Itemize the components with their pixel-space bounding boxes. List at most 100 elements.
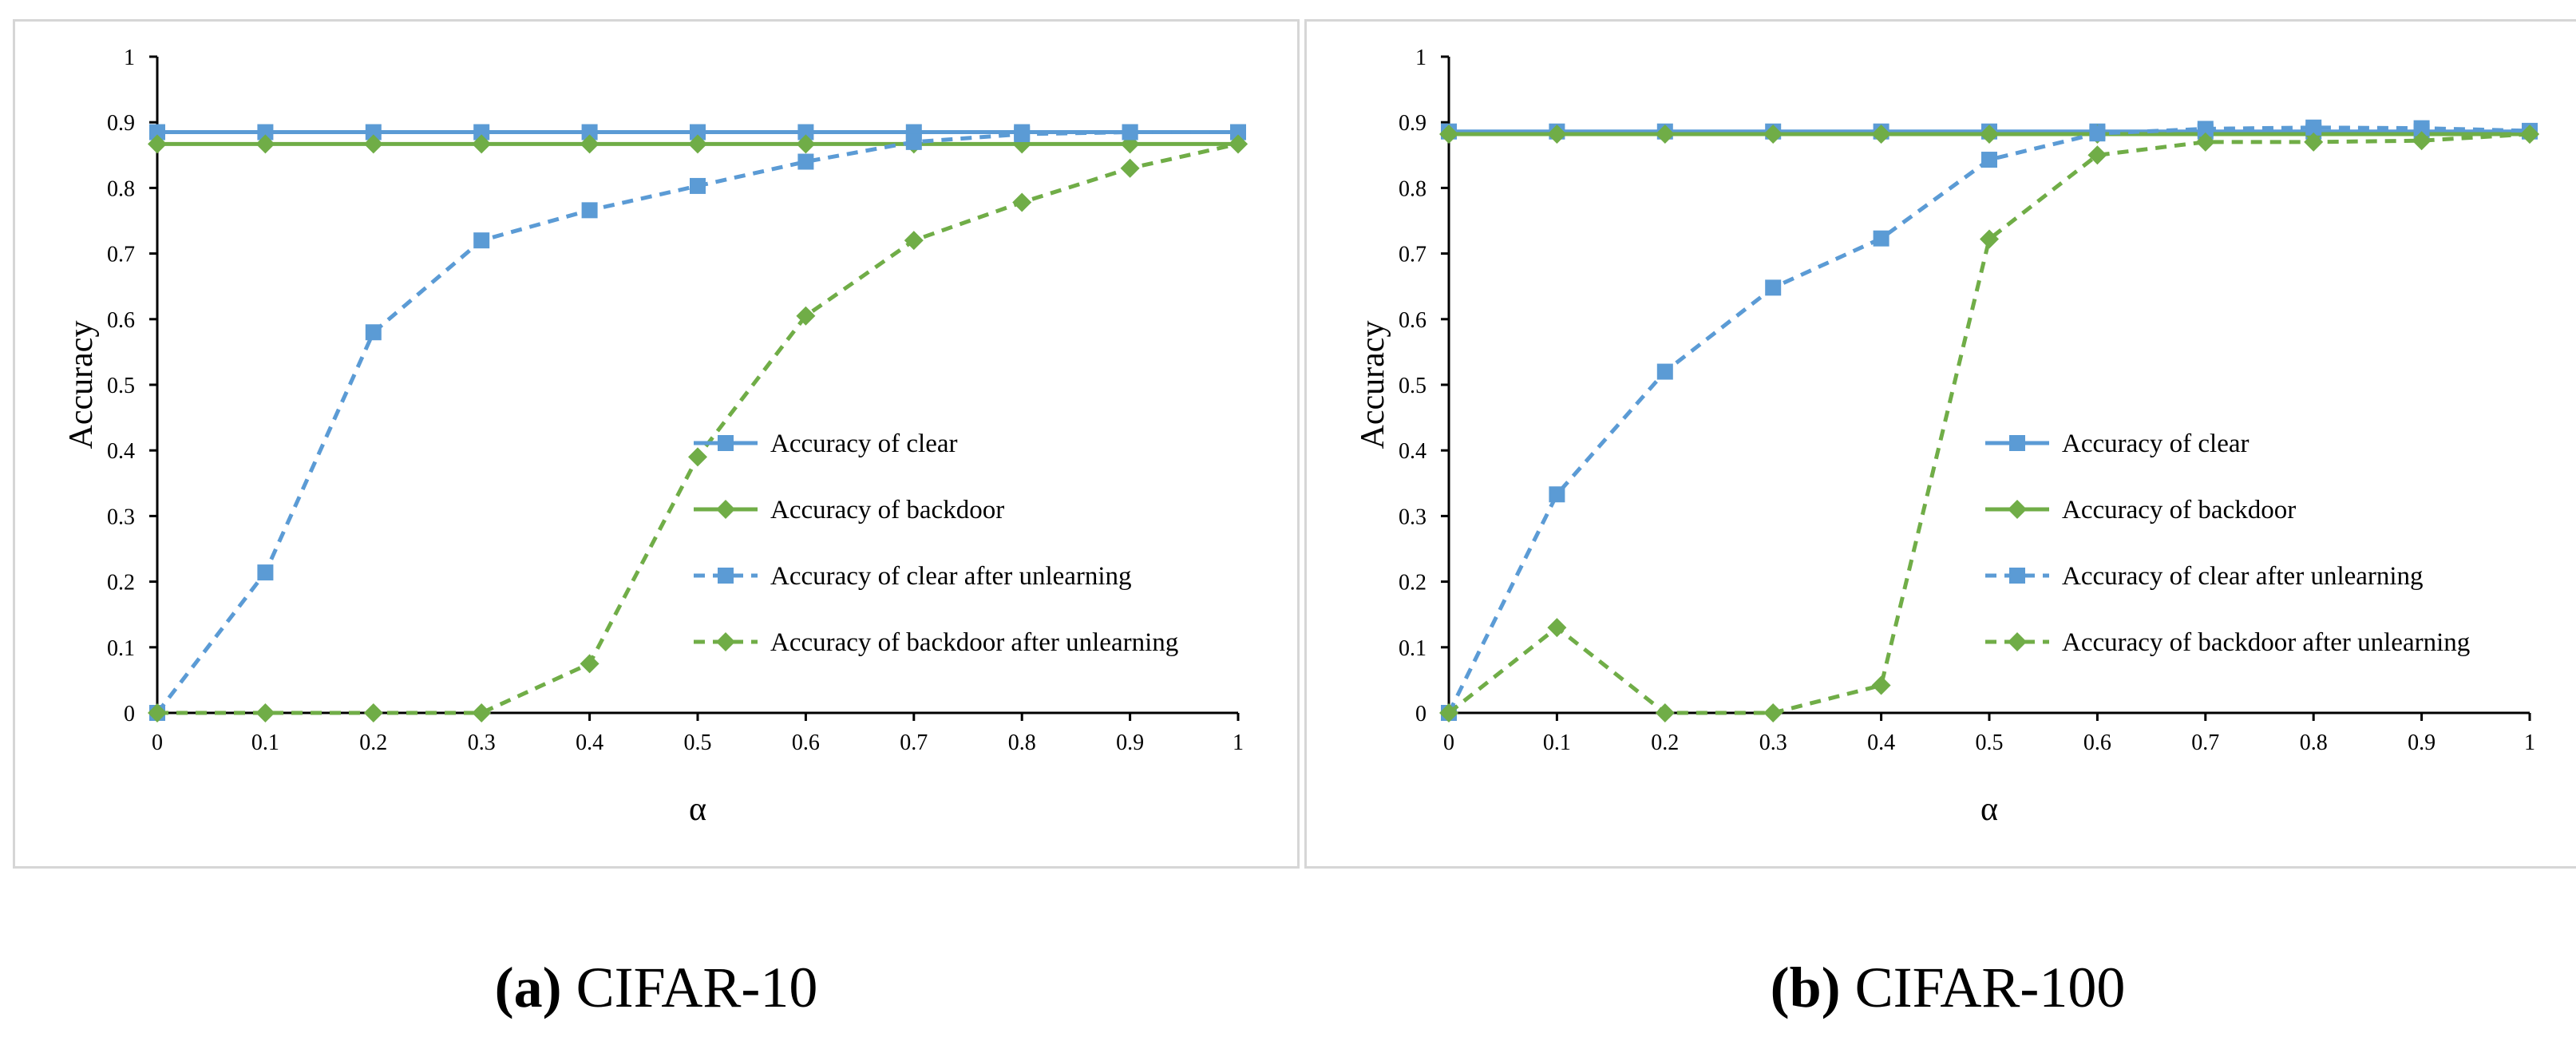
legend-marker <box>2009 435 2025 451</box>
y-tick-label: 1 <box>124 46 135 70</box>
caption-text: CIFAR-100 <box>1854 956 2126 1019</box>
x-tick-label: 0.4 <box>576 730 603 755</box>
data-point <box>472 134 492 154</box>
x-tick-label: 0.1 <box>1543 730 1571 755</box>
y-tick-label: 0.5 <box>107 374 135 398</box>
y-tick-label: 0.4 <box>107 439 135 464</box>
x-tick-label: 0.6 <box>792 730 820 755</box>
data-point <box>580 654 599 674</box>
data-point <box>255 134 275 154</box>
data-point <box>1763 124 1783 144</box>
data-point <box>365 324 382 341</box>
data-point <box>1656 363 1673 380</box>
legend-label: Accuracy of clear after unlearning <box>770 562 1132 591</box>
y-tick-label: 0 <box>1415 702 1426 726</box>
y-tick-label: 0.6 <box>1399 308 1426 333</box>
data-point <box>2305 119 2322 136</box>
y-tick-label: 0.1 <box>1399 636 1426 661</box>
data-point <box>2089 125 2106 142</box>
legend-item: Accuracy of backdoor after unlearning <box>694 628 1178 657</box>
legend-label: Accuracy of clear <box>770 429 958 458</box>
legend-marker <box>2008 500 2027 519</box>
series-line <box>1447 132 2530 715</box>
data-point <box>580 134 599 154</box>
series-line <box>1446 125 2530 714</box>
data-point <box>797 124 814 141</box>
y-tick-label: 0.3 <box>1399 505 1426 529</box>
data-point <box>1655 124 1675 144</box>
x-tick-label: 0.4 <box>1867 730 1895 755</box>
data-point <box>688 447 707 467</box>
data-point <box>1765 279 1782 296</box>
legend-item: Accuracy of clear <box>694 429 958 458</box>
chart-cifar10: 0 0.1 0.2 0.3 0.4 0.5 0.6 0.7 0.8 0.9 1 0 0.1 0.2 0.3 0… <box>63 46 1248 828</box>
data-point <box>1122 124 1138 141</box>
y-tick-label: 0.7 <box>107 243 135 267</box>
chart-panel-cifar100: 0 0.1 0.2 0.3 0.4 0.5 0.6 0.7 0.8 0.9 1 0 0.1 0.2 0.3 0… <box>1304 19 2576 869</box>
data-point <box>796 134 816 154</box>
data-point <box>473 124 490 141</box>
data-point <box>690 177 706 194</box>
chart-cifar100: 0 0.1 0.2 0.3 0.4 0.5 0.6 0.7 0.8 0.9 1 0 0.1 0.2 0.3 0… <box>1355 46 2539 828</box>
x-tick-label: 0.1 <box>251 730 279 755</box>
data-point <box>1120 158 1140 178</box>
data-point <box>1763 703 1783 722</box>
x-tick-label: 0 <box>1443 730 1454 755</box>
legend-marker <box>2009 568 2025 584</box>
legend: Accuracy of clear Accuracy of backdoor Acc… <box>694 429 1178 657</box>
data-point <box>1871 675 1891 695</box>
legend-item: Accuracy of clear <box>1985 429 2250 458</box>
y-axis-title: Accuracy <box>1355 321 1391 449</box>
y-tick-label: 0.5 <box>1399 374 1426 398</box>
legend-item: Accuracy of backdoor <box>1985 496 2296 524</box>
data-point <box>1980 124 1999 144</box>
data-point <box>690 124 706 141</box>
y-tick-label: 0.7 <box>1399 243 1426 267</box>
legend-item: Accuracy of clear after unlearning <box>694 562 1132 591</box>
caption-cifar10: (a) CIFAR-10 <box>13 955 1300 1021</box>
legend-label: Accuracy of clear <box>2062 429 2250 458</box>
data-point <box>2412 131 2432 151</box>
y-tick-label: 0.9 <box>1399 111 1426 136</box>
data-point <box>1439 703 1458 722</box>
legend-label: Accuracy of backdoor <box>2062 496 2296 524</box>
data-point <box>1439 124 1458 144</box>
data-point <box>1012 192 1032 212</box>
data-point <box>581 124 598 141</box>
data-point <box>2520 124 2539 144</box>
x-tick-label: 0.5 <box>1976 730 2004 755</box>
data-point <box>1549 486 1565 503</box>
legend-marker <box>718 435 734 451</box>
legend-marker <box>718 568 734 584</box>
data-point <box>1229 134 1248 154</box>
y-tick-label: 1 <box>1415 46 1426 70</box>
y-tick-label: 0.3 <box>107 505 135 529</box>
x-tick-label: 0.8 <box>1008 730 1036 755</box>
data-point <box>796 306 816 326</box>
data-point <box>257 564 274 581</box>
data-point <box>257 124 274 141</box>
y-tick-label: 0.1 <box>107 636 135 661</box>
legend-label: Accuracy of clear after unlearning <box>2062 562 2424 591</box>
legend: Accuracy of clear Accuracy of backdoor Acc… <box>1985 429 2470 657</box>
chart-panel-cifar10: 0 0.1 0.2 0.3 0.4 0.5 0.6 0.7 0.8 0.9 1 0 0.1 0.2 0.3 0… <box>13 19 1300 869</box>
y-tick-label: 0.8 <box>107 176 135 201</box>
x-tick-label: 0.9 <box>2408 730 2436 755</box>
caption-text: CIFAR-10 <box>576 956 818 1019</box>
y-tick-label: 0.4 <box>1399 439 1426 464</box>
x-axis-title: α <box>689 791 706 828</box>
data-point <box>363 703 383 722</box>
x-tick-label: 0.3 <box>468 730 496 755</box>
data-point <box>1547 124 1567 144</box>
series-accuracy-of-backdoor-after-unlearning <box>148 134 1248 722</box>
x-tick-label: 1 <box>2524 730 2535 755</box>
data-point <box>1230 124 1246 141</box>
y-tick-label: 0.9 <box>107 111 135 136</box>
x-tick-label: 0.7 <box>2191 730 2219 755</box>
data-point <box>688 134 707 154</box>
y-tick-label: 0.2 <box>1399 571 1426 596</box>
x-tick-label: 0.7 <box>900 730 928 755</box>
y-tick-label: 0 <box>124 702 135 726</box>
series-accuracy-of-backdoor <box>148 134 1248 154</box>
data-point <box>581 202 598 219</box>
